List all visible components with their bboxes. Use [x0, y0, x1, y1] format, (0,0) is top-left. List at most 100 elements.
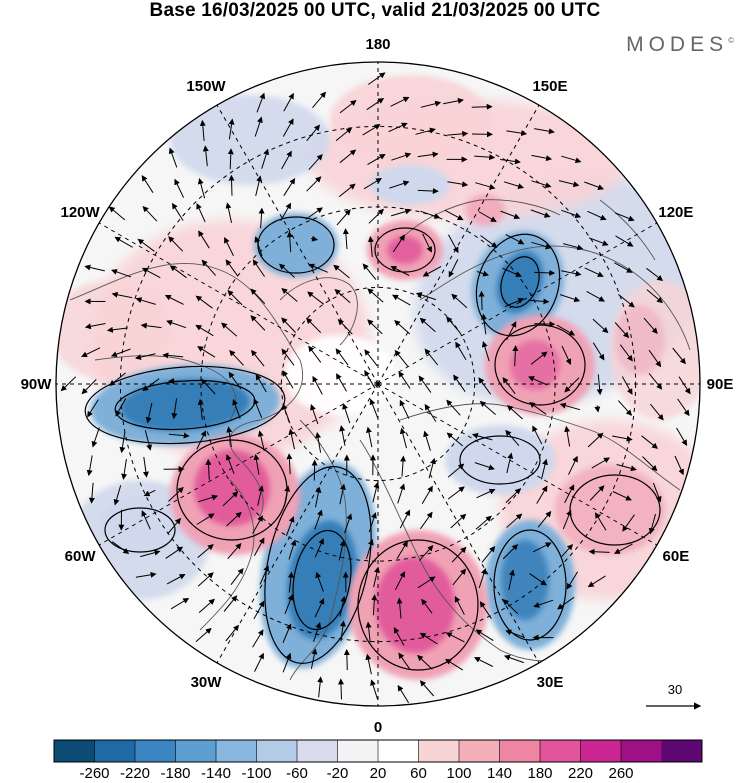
coastline: [399, 199, 561, 241]
contour-line: [493, 529, 567, 641]
wind-arrow: [596, 374, 603, 396]
wind-arrow: [366, 97, 385, 111]
wind-arrow: [584, 181, 605, 190]
wind-arrow: [419, 680, 435, 697]
wind-arrow: [223, 595, 238, 612]
wind-arrow: [396, 597, 403, 619]
wind-arrow: [221, 322, 238, 337]
wind-arrow: [254, 236, 263, 257]
wind-arrow: [561, 155, 582, 164]
wind-arrow: [592, 318, 609, 334]
wind-arrow: [135, 353, 156, 361]
wind-arrow: [592, 342, 605, 361]
wind-arrow: [564, 484, 575, 504]
wind-arrow: [532, 542, 552, 553]
wind-arrow: [451, 546, 467, 563]
contour-line: [264, 466, 372, 664]
wind-arrow: [399, 509, 411, 529]
wind-arrow: [365, 621, 372, 643]
wind-arrow: [171, 398, 178, 420]
wind-arrow: [308, 154, 323, 171]
wind-arrow: [174, 178, 185, 198]
wind-arrow: [652, 482, 662, 503]
wind-arrow: [252, 515, 263, 534]
wind-arrow: [226, 426, 233, 448]
meridian-line: [98, 383, 379, 546]
wind-arrow: [337, 678, 344, 700]
reference-vector: 30: [646, 682, 702, 710]
wind-arrow: [476, 488, 496, 499]
wind-arrow: [531, 154, 553, 162]
wind-arrow: [448, 234, 459, 254]
graticule: [56, 62, 700, 706]
wind-arrow: [168, 432, 190, 439]
wind-arrow: [478, 377, 492, 395]
wind-arrow: [362, 263, 377, 280]
wind-arrow: [587, 210, 607, 221]
wind-arrow: [447, 463, 465, 478]
wind-arrow: [471, 103, 493, 110]
wind-arrow: [334, 288, 351, 304]
wind-arrow: [141, 175, 154, 193]
longitude-label: 30E: [537, 674, 564, 691]
wind-arrow: [283, 485, 291, 507]
wind-arrow: [335, 127, 353, 142]
wind-arrow: [423, 430, 431, 451]
wind-arrow: [392, 294, 411, 306]
colorbar-label: -220: [120, 765, 150, 782]
wind-arrow: [142, 205, 158, 222]
wind-arrow: [228, 118, 235, 140]
colorbar-label: 260: [608, 765, 633, 782]
colorbar-swatch: [54, 740, 95, 762]
contour-line: [494, 324, 586, 406]
wind-arrow: [368, 72, 386, 85]
wind-arrow: [140, 549, 161, 558]
wind-arrow: [367, 236, 374, 257]
wind-arrow: [390, 266, 410, 276]
wind-arrow: [164, 295, 184, 305]
wind-arrow: [674, 455, 684, 476]
wind-arrow: [199, 119, 206, 141]
wind-arrow: [418, 375, 432, 393]
wind-arrow: [564, 425, 571, 447]
colorbar-swatch: [135, 740, 176, 762]
wind-arrow: [314, 509, 323, 530]
wind-arrow: [528, 376, 548, 386]
wind-arrow: [305, 317, 322, 334]
wind-arrow: [529, 573, 547, 586]
wind-arrow: [541, 458, 548, 480]
colorbar-swatch: [94, 740, 136, 762]
wind-arrow: [259, 565, 269, 585]
wind-arrow: [336, 209, 351, 226]
wind-arrow: [502, 377, 516, 395]
wind-arrow: [447, 486, 465, 500]
wind-arrow: [503, 654, 524, 664]
meridian-line: [377, 104, 540, 385]
wind-arrow: [141, 267, 161, 279]
wind-arrow: [419, 632, 438, 645]
wind-arrow: [479, 400, 496, 415]
colorbar: -260 -220 -180 -140 -100 -60 -20 20 60 100 140 180 2…: [53, 739, 703, 782]
wind-arrow: [256, 92, 266, 113]
wind-arrow: [537, 510, 552, 528]
colorbar-label: -100: [241, 765, 271, 782]
longitude-labels: 180 150E 120E 90E 60E 30E 0 30W 60W 90W 120W 150W: [21, 36, 734, 736]
wind-arrow: [587, 432, 604, 448]
wind-arrow: [121, 459, 128, 480]
wind-arrow: [367, 319, 383, 335]
wind-arrow: [167, 517, 182, 535]
wind-arrow: [428, 457, 436, 479]
wind-arrow: [504, 297, 525, 308]
wind-arrow: [288, 539, 297, 560]
wind-arrow: [368, 512, 377, 533]
meridian-line: [377, 222, 658, 385]
wind-arrow: [306, 124, 321, 142]
wind-arrow: [502, 267, 522, 277]
wind-arrow: [420, 210, 441, 219]
meridian-line: [216, 383, 379, 664]
wind-arrow: [145, 402, 153, 424]
wind-arrow: [197, 398, 204, 420]
wind-arrow: [342, 228, 349, 250]
contour-line: [459, 435, 541, 485]
wind-arrow: [222, 491, 239, 507]
